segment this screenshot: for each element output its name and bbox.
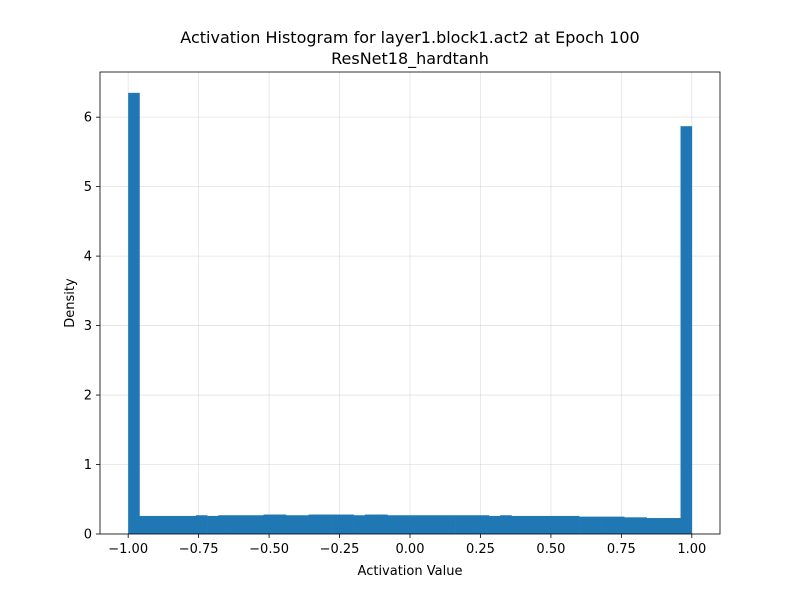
histogram-bar	[331, 514, 343, 534]
x-tick-label: 0.00	[396, 542, 425, 557]
histogram-bar	[387, 515, 400, 534]
histogram-bar	[466, 515, 478, 534]
histogram-bar	[500, 515, 512, 534]
histogram-bar	[240, 515, 253, 534]
histogram-bar	[342, 514, 354, 534]
histogram-bar	[477, 515, 490, 534]
x-tick-label: −0.25	[320, 542, 360, 557]
y-tick-label: 4	[84, 250, 92, 265]
histogram-bar	[646, 518, 659, 534]
y-tick-label: 1	[84, 458, 92, 473]
histogram-bar	[376, 514, 388, 534]
chart-title: Activation Histogram for layer1.block1.a…	[180, 28, 639, 47]
histogram-bar	[534, 515, 546, 534]
histogram-bar	[579, 516, 591, 534]
grid	[100, 72, 720, 535]
y-tick-label: 0	[84, 528, 92, 543]
histogram-bar	[252, 515, 264, 534]
histogram-bar	[567, 515, 580, 534]
histogram-bar	[669, 518, 681, 534]
y-axis: 0 1 2 3 4 5 6	[84, 111, 100, 543]
x-tick-label: 1.00	[677, 542, 706, 557]
x-axis-label: Activation Value	[358, 564, 463, 579]
histogram-bar	[274, 514, 287, 534]
histogram-bar	[297, 515, 309, 534]
y-tick-label: 5	[84, 180, 92, 195]
histogram-bar	[432, 515, 445, 534]
histogram-bar	[488, 515, 501, 534]
histogram-bar	[364, 514, 377, 534]
histogram-bar	[195, 515, 208, 534]
histogram-bar	[612, 516, 625, 534]
x-tick-label: −0.50	[249, 542, 289, 557]
histogram-bar	[443, 515, 456, 534]
histogram-bar	[229, 515, 242, 534]
histogram-bar	[635, 517, 648, 534]
histogram-bar	[308, 514, 321, 534]
x-tick-label: 0.50	[536, 542, 565, 557]
y-tick-label: 2	[84, 389, 92, 404]
histogram-bar	[545, 515, 557, 534]
histogram-bar	[207, 515, 219, 534]
histogram-bar	[162, 515, 174, 534]
x-tick-label: 0.25	[466, 542, 495, 557]
y-tick-label: 6	[84, 111, 92, 126]
x-axis: −1.00 −0.75 −0.50 −0.25 0.00 0.25 0.50 0.75 1.00	[108, 534, 706, 557]
histogram-bar	[353, 515, 366, 534]
histogram-bar	[410, 515, 422, 534]
histogram-bar	[128, 92, 140, 534]
histogram-bar	[590, 516, 602, 534]
histogram-bar	[173, 515, 185, 534]
histogram-bar	[263, 514, 276, 534]
y-axis-label: Density	[63, 278, 78, 328]
histogram-bar	[455, 515, 467, 534]
chart-subtitle: ResNet18_hardtanh	[331, 49, 489, 69]
histogram-bar	[658, 518, 670, 534]
histogram-bar	[511, 515, 524, 534]
x-tick-label: −0.75	[179, 542, 219, 557]
y-tick-label: 3	[84, 319, 92, 334]
histogram-bar	[398, 515, 411, 534]
histogram-bar	[522, 515, 535, 534]
histogram-bars	[128, 92, 693, 534]
histogram-bar	[680, 126, 693, 534]
histogram-bar	[421, 515, 433, 534]
histogram-bar	[286, 515, 298, 534]
histogram-bar	[601, 516, 614, 534]
histogram-bar	[556, 515, 569, 534]
x-tick-label: −1.00	[108, 542, 148, 557]
histogram-bar	[218, 515, 230, 534]
histogram-bar	[184, 515, 197, 534]
histogram-bar	[150, 515, 163, 534]
x-tick-label: 0.75	[607, 542, 636, 557]
histogram-bar	[139, 515, 152, 534]
histogram-bar	[624, 517, 636, 534]
histogram-bar	[319, 514, 332, 534]
